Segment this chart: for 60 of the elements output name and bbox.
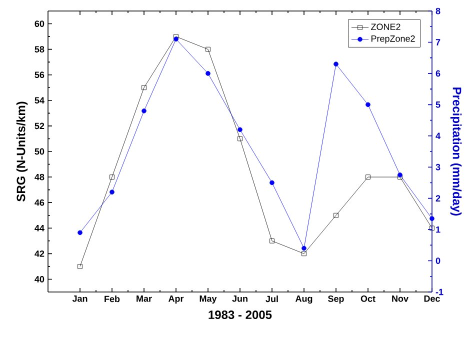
point bbox=[142, 108, 146, 114]
y2-tick-label: 1 bbox=[436, 226, 440, 233]
x-tick-label: Sep bbox=[328, 296, 344, 304]
y2-tick-label: 7 bbox=[436, 39, 440, 46]
y2-tick-label: 6 bbox=[436, 70, 440, 77]
y-tick-label: 40 bbox=[34, 276, 44, 282]
point bbox=[366, 102, 370, 108]
x-tick-label: Jan bbox=[72, 296, 88, 302]
y-tick-label: 50 bbox=[34, 148, 44, 155]
y-tick-label: 60 bbox=[34, 20, 44, 27]
x-tick-label: May bbox=[200, 296, 217, 304]
x-tick-label: Apr bbox=[168, 296, 184, 304]
point bbox=[366, 174, 370, 180]
y-tick-label: 44 bbox=[34, 225, 44, 232]
y-tick-label: 46 bbox=[34, 199, 44, 206]
y2-tick-label: 5 bbox=[436, 102, 440, 108]
point bbox=[334, 212, 338, 218]
x-tick-label: Aug bbox=[295, 296, 312, 304]
y-tick-label: 48 bbox=[34, 174, 44, 180]
point bbox=[430, 226, 434, 231]
point bbox=[78, 230, 82, 236]
y2-axis-title: Precipitation (mm/day) bbox=[450, 88, 462, 216]
y2-tick-label: 3 bbox=[436, 164, 440, 170]
legend-label: ZONE2 bbox=[371, 24, 400, 30]
point bbox=[142, 85, 146, 90]
y2-tick-label: 2 bbox=[436, 195, 440, 202]
y-tick-label: 52 bbox=[34, 122, 44, 130]
point bbox=[270, 238, 274, 244]
x-tick-label: Nov bbox=[392, 296, 408, 302]
x-tick-label: Dec bbox=[424, 296, 440, 302]
point bbox=[302, 246, 306, 251]
y2-tick-label: 4 bbox=[436, 132, 440, 139]
x-tick-label: Feb bbox=[104, 296, 120, 302]
x-tick-label: Mar bbox=[136, 296, 152, 302]
point bbox=[174, 36, 178, 42]
y-axis-title: SRG (N-Units/km) bbox=[16, 102, 28, 202]
point bbox=[270, 180, 274, 186]
y-tick-label: 56 bbox=[34, 72, 44, 78]
point bbox=[238, 136, 242, 142]
x-tick-label: Jun bbox=[232, 296, 248, 302]
point bbox=[334, 62, 338, 66]
y-tick-label: 58 bbox=[34, 46, 44, 53]
x-axis-title: 1983 - 2005 bbox=[208, 310, 272, 320]
y-tick-label: 54 bbox=[34, 97, 44, 104]
point bbox=[302, 251, 306, 256]
y2-tick-label: -1 bbox=[436, 288, 444, 296]
point bbox=[110, 174, 114, 180]
point bbox=[78, 264, 82, 269]
y2-tick-label: 0 bbox=[436, 258, 440, 264]
point bbox=[206, 46, 210, 52]
point bbox=[174, 34, 178, 39]
point bbox=[238, 127, 242, 132]
point bbox=[206, 71, 210, 76]
y2-tick-label: 8 bbox=[436, 8, 440, 14]
y-tick-label: 42 bbox=[34, 250, 44, 257]
point bbox=[110, 190, 114, 194]
x-tick-label: Jul bbox=[266, 296, 278, 302]
point bbox=[430, 216, 434, 222]
x-tick-label: Oct bbox=[360, 296, 376, 302]
legend-label: PrepZone2 bbox=[371, 35, 415, 44]
